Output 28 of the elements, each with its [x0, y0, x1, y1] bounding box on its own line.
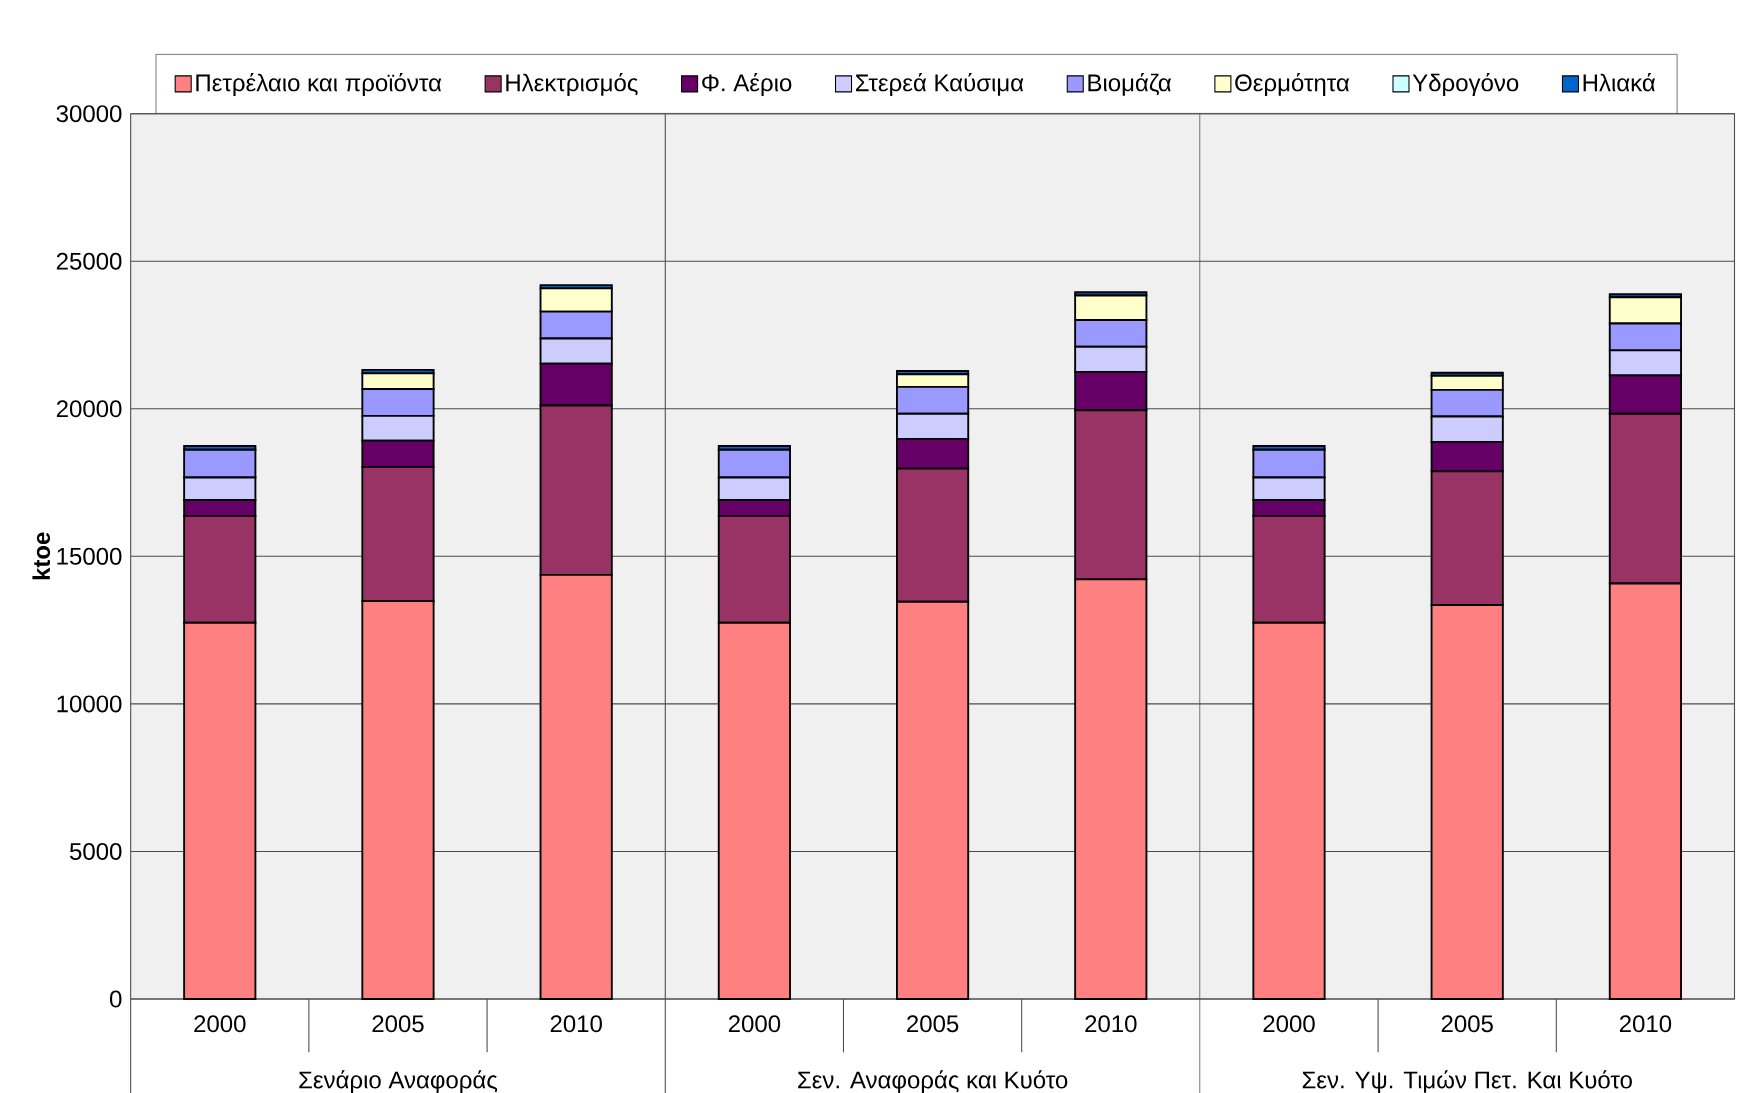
y-tick-label: 20000: [56, 400, 122, 418]
y-tick-label: 5000: [69, 842, 122, 860]
legend-label: Στερεά Καύσιμα: [856, 73, 1024, 97]
y-tick-label: 30000: [56, 105, 122, 123]
text: Σεν. Υψ. Τιμών Πετ. Και Κυότο: [1302, 1070, 1632, 1093]
legend-label: Πετρέλαιο και προϊόντα: [196, 73, 442, 97]
x-tick-label: 2000: [194, 1015, 246, 1033]
y-tick-label: 25000: [56, 252, 122, 270]
x-tick-label: 2000: [728, 1015, 781, 1033]
text: Σεν. Αναφοράς και Κυότο: [798, 1070, 1068, 1093]
text: Σενάριο Αναφοράς: [299, 1070, 498, 1093]
legend-label: Ηλιακά: [1583, 73, 1656, 92]
x-tick-label: 2010: [1619, 1015, 1672, 1033]
x-tick-label: 2005: [1441, 1015, 1493, 1033]
legend-label: Φ. Αέριο: [702, 73, 792, 97]
legend-label: Θερμότητα: [1235, 73, 1350, 97]
y-tick-label: 10000: [57, 695, 122, 713]
x-tick-label: 2005: [372, 1015, 424, 1033]
y-tick-label: 0: [109, 990, 122, 1008]
x-tick-label: 2005: [907, 1015, 959, 1033]
x-tick-label: 2000: [1263, 1015, 1315, 1033]
y-tick-label: 15000: [57, 547, 122, 565]
y-axis-title: ktoe: [32, 532, 51, 580]
legend-label: Υδρογόνο: [1412, 73, 1519, 97]
legend-label: Ηλεκτρισμός: [506, 73, 638, 97]
x-tick-label: 2010: [550, 1015, 602, 1033]
legend-label: Βιομάζα: [1088, 73, 1172, 96]
x-tick-label: 2010: [1085, 1015, 1137, 1033]
